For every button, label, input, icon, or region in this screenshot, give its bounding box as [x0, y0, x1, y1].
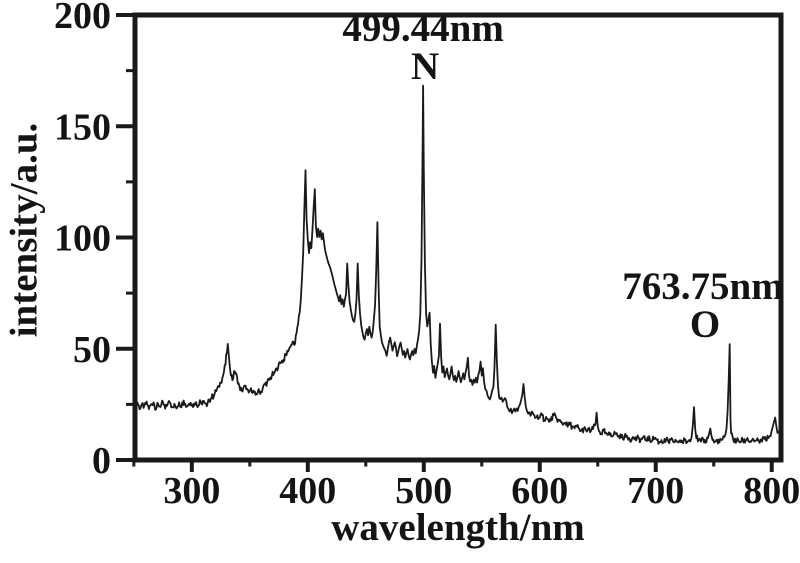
peak-element-1: O [689, 303, 721, 347]
plot-frame [132, 12, 784, 463]
y-axis-title: intensity/a.u. [2, 122, 46, 338]
y-tick-label: 200 [54, 0, 111, 37]
peak-element-0: N [411, 45, 440, 89]
x-tick-label: 400 [279, 470, 336, 512]
axis-ticks [116, 13, 774, 472]
y-tick-label: 0 [92, 440, 111, 482]
x-tick-label: 300 [163, 470, 220, 512]
spectrum-trace [134, 84, 781, 445]
y-tick-label: 50 [73, 329, 111, 371]
peak-label-1: 763.75nm [622, 265, 784, 309]
y-tick-label: 150 [54, 106, 111, 148]
axis-tick-labels: 0 50 100 150 200 300 400 500 600 700 800 [54, 0, 800, 512]
y-tick-label: 100 [54, 218, 111, 260]
x-tick-label: 600 [511, 470, 568, 512]
x-axis-title: wavelength/nm [331, 506, 585, 549]
peak-label-0: 499.44nm [342, 7, 504, 51]
x-tick-label: 800 [743, 470, 800, 512]
x-tick-label: 500 [395, 470, 452, 512]
x-tick-label: 700 [627, 470, 684, 512]
